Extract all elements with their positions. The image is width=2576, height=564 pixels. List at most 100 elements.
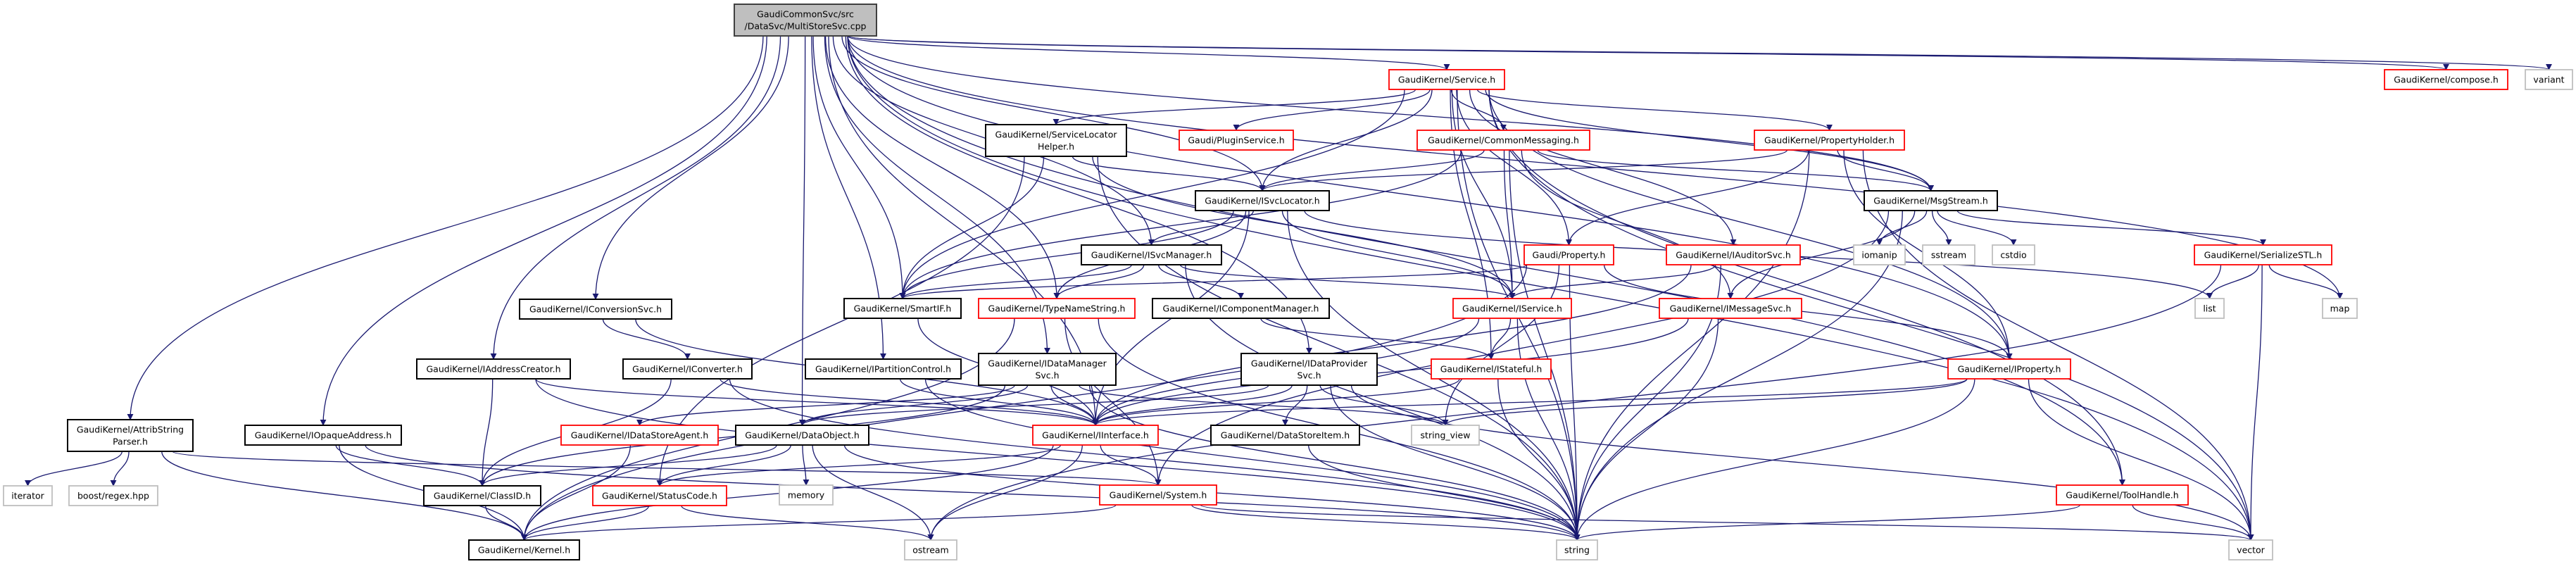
edge-cmsg-to-string <box>1509 149 1581 541</box>
node-system[interactable]: GaudiKernel/System.h <box>1099 484 1217 506</box>
node-box <box>68 485 158 506</box>
edge-ipartition-to-string <box>924 378 1581 541</box>
node-label: GaudiKernel/DataStoreItem.h <box>1221 430 1350 441</box>
node-iconverter[interactable]: GaudiKernel/IConverter.h <box>622 358 753 380</box>
node-box <box>519 299 672 320</box>
node-iauditor[interactable]: GaudiKernel/IAuditorSvc.h <box>1666 244 1801 265</box>
node-label: GaudiKernel/IPartitionControl.h <box>815 364 951 375</box>
node-ipartition[interactable]: GaudiKernel/IPartitionControl.h <box>805 358 962 380</box>
node-slh[interactable]: GaudiKernel/ServiceLocator Helper.h <box>985 124 1127 157</box>
edge-root-to-idataprov <box>845 35 1312 354</box>
node-box <box>779 484 834 506</box>
node-cmsg[interactable]: GaudiKernel/CommonMessaging.h <box>1416 130 1590 151</box>
node-toolhandle[interactable]: GaudiKernel/ToolHandle.h <box>2056 484 2189 506</box>
node-iproperty[interactable]: GaudiKernel/IProperty.h <box>1947 358 2071 380</box>
node-box <box>244 425 402 446</box>
edge-msgstream-to-string <box>1573 210 1903 541</box>
node-iterator[interactable]: iterator <box>3 485 53 506</box>
node-ostream[interactable]: ostream <box>904 539 957 560</box>
node-idsagent[interactable]: GaudiKernel/IDataStoreAgent.h <box>560 425 719 446</box>
node-isvcloc[interactable]: GaudiKernel/ISvcLocator.h <box>1195 190 1330 211</box>
node-string[interactable]: string <box>1556 539 1598 560</box>
edge-service-to-property <box>1456 89 1572 246</box>
node-label: /DataSvc/MultiStoreSvc.cpp <box>745 21 867 32</box>
edge-system-to-string <box>1190 504 1581 541</box>
node-isvcmgr[interactable]: GaudiKernel/ISvcManager.h <box>1081 244 1222 265</box>
node-smartif[interactable]: GaudiKernel/SmartIF.h <box>843 298 962 319</box>
edge-isvcmgr-to-iservice <box>1179 264 1516 299</box>
node-box <box>1666 244 1801 265</box>
edge-iauditor-to-iservice <box>1509 264 1716 299</box>
node-label: GaudiKernel/StatusCode.h <box>602 491 717 501</box>
node-iinterface[interactable]: GaudiKernel/IInterface.h <box>1032 425 1159 446</box>
node-kernel[interactable]: GaudiKernel/Kernel.h <box>468 539 580 560</box>
edge-slh-to-statuscode <box>656 156 1025 487</box>
node-dsitem[interactable]: GaudiKernel/DataStoreItem.h <box>1210 425 1360 446</box>
node-box <box>416 358 571 380</box>
node-label: GaudiKernel/IConversionSvc.h <box>529 304 662 315</box>
node-cstdio[interactable]: cstdio <box>1992 244 2035 265</box>
node-label: GaudiKernel/System.h <box>1110 490 1207 501</box>
edge-toolhandle-to-vector <box>2132 504 2254 541</box>
edge-slh-to-smartif <box>899 156 1045 299</box>
node-dataobject[interactable]: GaudiKernel/DataObject.h <box>735 425 869 446</box>
node-label: sstream <box>1931 250 1966 261</box>
node-label: GaudiKernel/ISvcManager.h <box>1091 250 1212 261</box>
node-variant[interactable]: variant <box>2525 69 2573 90</box>
edge-statuscode-to-kernel <box>521 505 650 541</box>
node-classid[interactable]: GaudiKernel/ClassID.h <box>423 485 541 506</box>
edge-serial-to-ostream <box>927 264 2222 541</box>
node-box <box>2228 539 2273 560</box>
edge-pholder-to-msgstream <box>1837 149 1934 192</box>
edge-root-to-iaddr <box>490 35 781 360</box>
edge-idatamgr-to-string <box>1088 384 1581 541</box>
node-box <box>2525 69 2573 90</box>
node-pholder[interactable]: GaudiKernel/PropertyHolder.h <box>1754 130 1905 151</box>
node-serial[interactable]: GaudiKernel/SerializeSTL.h <box>2194 244 2332 265</box>
node-label: GaudiKernel/MsgStream.h <box>1873 196 1988 206</box>
edge-property-to-string_view <box>1442 264 1560 426</box>
node-string_view[interactable]: string_view <box>1411 425 1480 446</box>
node-label: GaudiKernel/IInterface.h <box>1042 430 1149 441</box>
edge-idataprov-to-dsitem <box>1282 384 1308 426</box>
node-compose[interactable]: GaudiKernel/compose.h <box>2384 69 2508 90</box>
node-iopaque[interactable]: GaudiKernel/IOpaqueAddress.h <box>244 425 402 446</box>
node-label: GaudiKernel/SerializeSTL.h <box>2204 250 2323 261</box>
edge-idatamgr-to-idsagent <box>636 384 1015 426</box>
node-vector[interactable]: vector <box>2228 539 2273 560</box>
node-label: Helper.h <box>1038 142 1074 152</box>
node-service[interactable]: GaudiKernel/Service.h <box>1388 69 1505 90</box>
node-label: GaudiKernel/CommonMessaging.h <box>1428 135 1579 146</box>
node-label: GaudiKernel/ServiceLocator <box>995 130 1118 140</box>
edge-idatamgr-to-string_view <box>1079 384 1449 426</box>
edge-imsgsvc-to-string <box>1573 318 1719 541</box>
node-plugin[interactable]: Gaudi/PluginService.h <box>1179 130 1294 151</box>
node-attrib[interactable]: GaudiKernel/AttribString Parser.h <box>67 419 194 452</box>
node-imsgsvc[interactable]: GaudiKernel/IMessageSvc.h <box>1659 298 1802 319</box>
node-map[interactable]: map <box>2322 298 2358 319</box>
node-label: GaudiKernel/IDataProvider <box>1251 358 1368 369</box>
node-label: GaudiKernel/IAddressCreator.h <box>426 364 560 375</box>
node-iservice[interactable]: GaudiKernel/IService.h <box>1452 298 1572 319</box>
node-statuscode[interactable]: GaudiKernel/StatusCode.h <box>592 485 727 506</box>
node-msgstream[interactable]: GaudiKernel/MsgStream.h <box>1864 190 1998 211</box>
node-iomanip[interactable]: iomanip <box>1853 244 1906 265</box>
edge-service-to-toolhandle <box>1488 89 2125 486</box>
edge-property-to-smartif <box>899 264 1528 299</box>
node-label: string <box>1564 545 1590 556</box>
edge-cmsg-to-msgstream <box>1537 149 1934 192</box>
node-memory[interactable]: memory <box>779 484 834 506</box>
node-sstream[interactable]: sstream <box>1922 244 1975 265</box>
edge-isvcmgr-to-typename <box>1053 264 1145 299</box>
node-iaddr[interactable]: GaudiKernel/IAddressCreator.h <box>416 358 571 380</box>
edge-idataprov-to-dataobject <box>799 384 1269 426</box>
node-typename[interactable]: GaudiKernel/TypeNameString.h <box>978 298 1136 319</box>
node-property[interactable]: Gaudi/Property.h <box>1523 244 1614 265</box>
node-icompmgr[interactable]: GaudiKernel/IComponentManager.h <box>1152 298 1330 319</box>
node-iconvsvc[interactable]: GaudiKernel/IConversionSvc.h <box>519 299 672 320</box>
node-boost[interactable]: boost/regex.hpp <box>68 485 158 506</box>
node-istateful[interactable]: GaudiKernel/IStateful.h <box>1431 358 1552 380</box>
node-list[interactable]: list <box>2194 298 2225 319</box>
